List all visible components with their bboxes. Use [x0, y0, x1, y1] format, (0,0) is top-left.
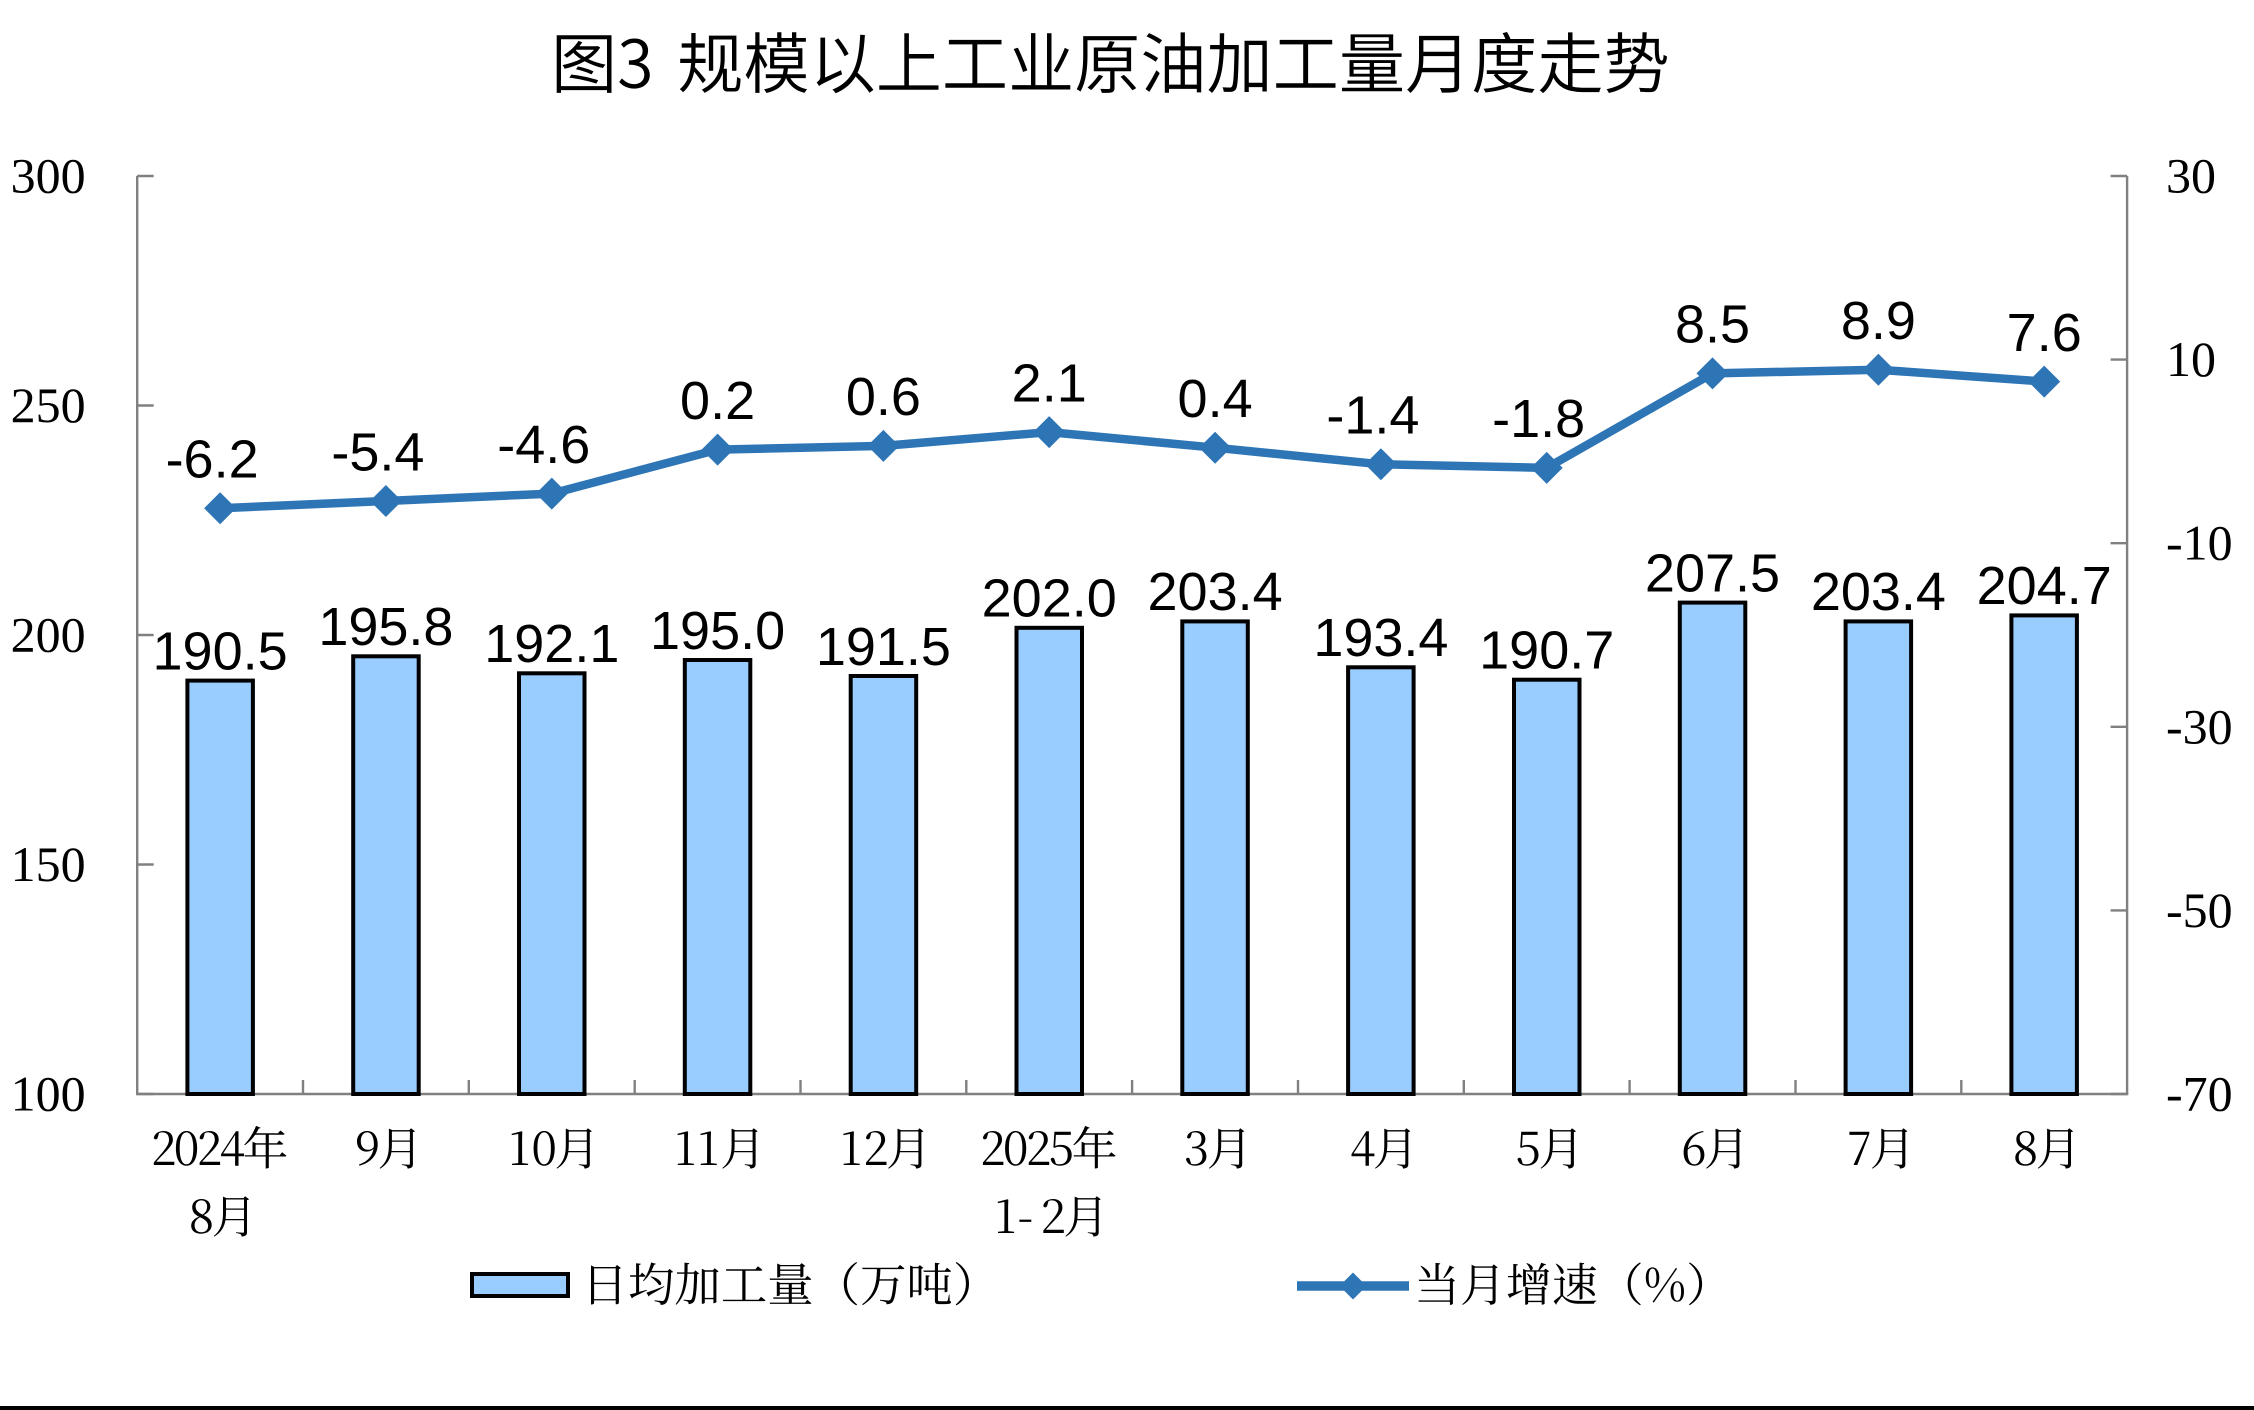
svg-text:190.7: 190.7 — [1479, 621, 1614, 681]
svg-text:195.8: 195.8 — [318, 597, 453, 657]
svg-text:191.5: 191.5 — [816, 617, 951, 677]
svg-text:30: 30 — [2166, 148, 2216, 204]
svg-text:0.2: 0.2 — [680, 371, 755, 431]
svg-text:2.1: 2.1 — [1012, 353, 1087, 413]
svg-text:-6.2: -6.2 — [166, 430, 259, 490]
svg-text:7.6: 7.6 — [2007, 303, 2082, 363]
svg-text:8.5: 8.5 — [1675, 295, 1750, 355]
svg-text:-70: -70 — [2166, 1066, 2233, 1122]
svg-text:207.5: 207.5 — [1645, 543, 1780, 603]
svg-text:-50: -50 — [2166, 882, 2233, 938]
svg-text:203.4: 203.4 — [1811, 562, 1946, 622]
svg-text:195.0: 195.0 — [650, 601, 785, 661]
svg-text:100: 100 — [11, 1066, 86, 1122]
svg-text:150: 150 — [11, 836, 86, 892]
svg-text:192.1: 192.1 — [484, 614, 619, 674]
svg-text:10: 10 — [2166, 331, 2216, 387]
svg-text:8.9: 8.9 — [1841, 291, 1916, 351]
svg-text:-10: -10 — [2166, 515, 2233, 571]
svg-text:203.4: 203.4 — [1148, 562, 1283, 622]
svg-text:-4.6: -4.6 — [497, 415, 590, 475]
svg-text:-1.8: -1.8 — [1492, 389, 1585, 449]
svg-text:204.7: 204.7 — [1977, 556, 2112, 616]
svg-text:0.4: 0.4 — [1178, 369, 1253, 429]
svg-text:190.5: 190.5 — [153, 621, 288, 681]
svg-text:193.4: 193.4 — [1313, 608, 1448, 668]
svg-text:200: 200 — [11, 607, 86, 663]
svg-text:300: 300 — [11, 148, 86, 204]
svg-text:250: 250 — [11, 377, 86, 433]
svg-text:0.6: 0.6 — [846, 367, 921, 427]
svg-text:-1.4: -1.4 — [1326, 386, 1419, 446]
svg-text:-5.4: -5.4 — [331, 422, 424, 482]
svg-text:202.0: 202.0 — [982, 569, 1117, 629]
svg-text:-30: -30 — [2166, 698, 2233, 754]
